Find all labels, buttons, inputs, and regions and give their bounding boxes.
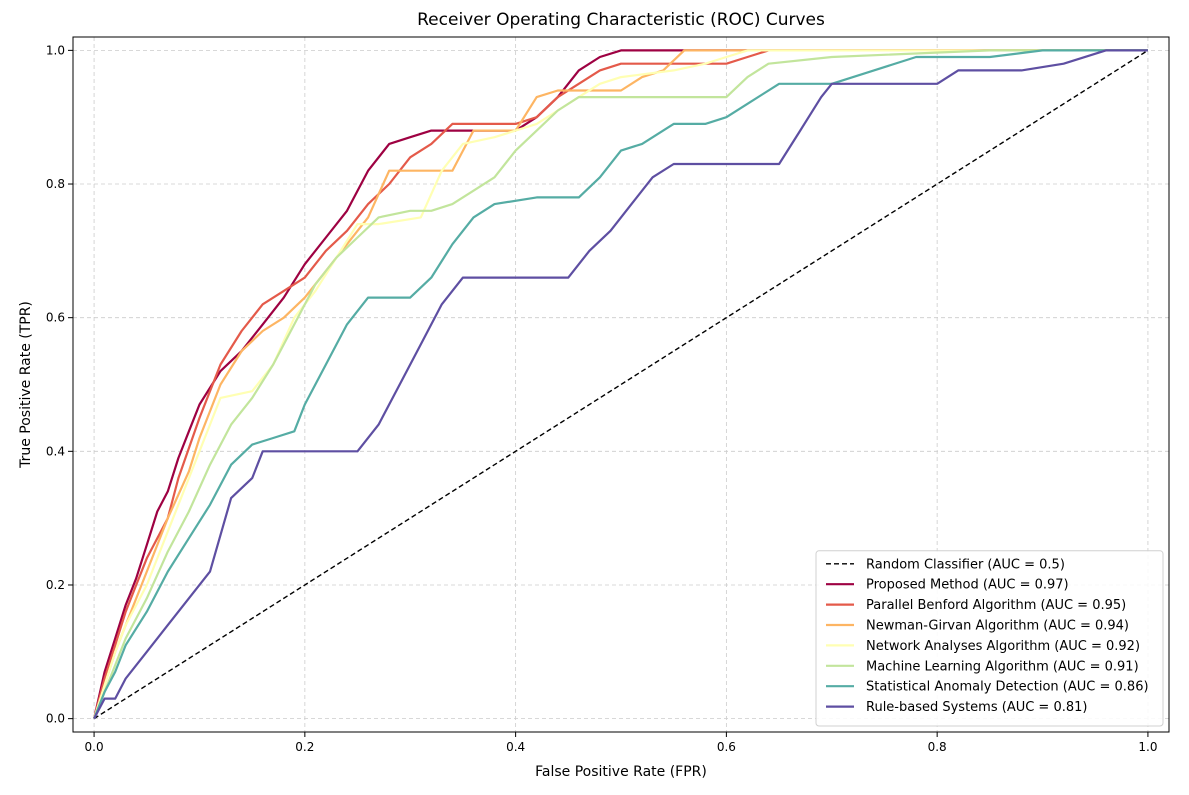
chart-title: Receiver Operating Characteristic (ROC) …	[417, 10, 825, 30]
series-line-5	[93, 49, 1148, 720]
series-line-2	[93, 49, 1148, 719]
legend-label-4: Network Analyses Algorithm (AUC = 0.92)	[866, 639, 1140, 654]
y-tick-label: 0.4	[46, 444, 65, 458]
x-tick-label: 1.0	[1138, 740, 1157, 754]
legend-label-5: Machine Learning Algorithm (AUC = 0.91)	[866, 659, 1139, 674]
legend-label-3: Newman-Girvan Algorithm (AUC = 0.94)	[866, 619, 1129, 634]
legend-label-0: Random Classifier (AUC = 0.5)	[866, 557, 1065, 572]
x-tick-label: 0.6	[717, 740, 736, 754]
y-tick-label: 0.2	[46, 578, 65, 592]
y-tick-label: 0.6	[46, 311, 65, 325]
series-line-4	[93, 49, 1148, 719]
legend: Random Classifier (AUC = 0.5) Proposed Me…	[815, 550, 1164, 727]
x-tick-label: 0.0	[85, 740, 104, 754]
y-tick-label: 1.0	[46, 43, 65, 57]
legend-label-7: Rule-based Systems (AUC = 0.81)	[866, 700, 1087, 715]
x-tick-label: 0.2	[295, 740, 314, 754]
x-tick-label: 0.8	[928, 740, 947, 754]
grid	[73, 37, 1169, 732]
y-tick-label: 0.0	[46, 712, 65, 726]
axis-ticks: 0.0 0.2 0.4 0.6 0.8 1.0 0.0 0.2 0.4 0.6 0.8 1.0	[46, 43, 1158, 754]
series-line-7	[93, 49, 1148, 720]
legend-label-2: Parallel Benford Algorithm (AUC = 0.95)	[866, 598, 1126, 613]
series-line-6	[93, 49, 1148, 720]
series-lines	[93, 49, 1149, 720]
plot-frame	[72, 36, 1170, 733]
y-axis-title: True Positive Rate (TPR)	[18, 301, 34, 469]
x-axis-title: False Positive Rate (FPR)	[535, 764, 707, 780]
legend-box	[815, 550, 1164, 727]
legend-label-1: Proposed Method (AUC = 0.97)	[866, 578, 1069, 593]
y-tick-label: 0.8	[46, 177, 65, 191]
legend-label-6: Statistical Anomaly Detection (AUC = 0.8…	[866, 680, 1149, 695]
x-tick-label: 0.4	[506, 740, 525, 754]
